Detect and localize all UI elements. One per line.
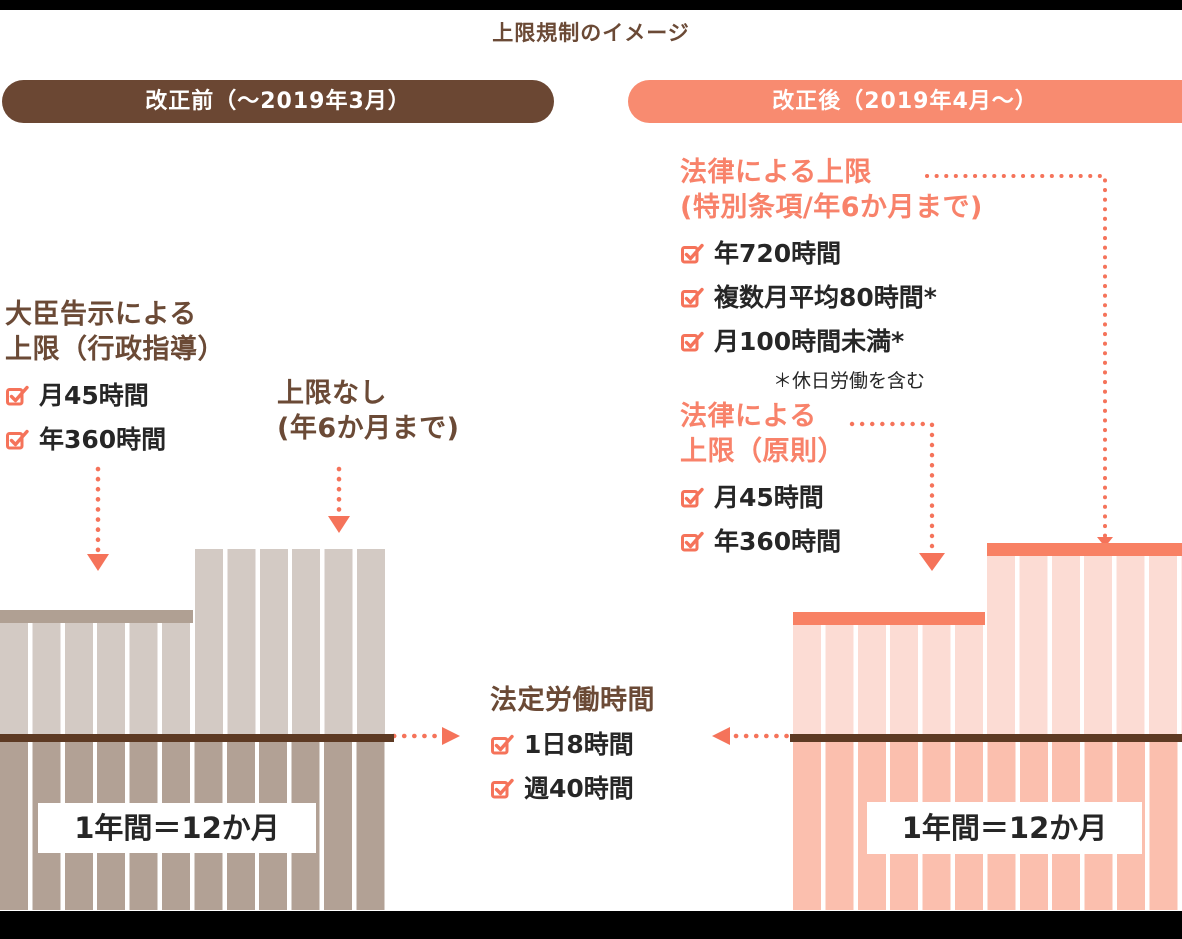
after-pill: 改正後（2019年4月～） bbox=[628, 80, 1182, 123]
after-special-cap bbox=[987, 543, 1182, 556]
checkbox-icon bbox=[5, 382, 30, 407]
minister-limit-heading-line2: 上限（行政指導） bbox=[5, 334, 225, 365]
check-item-month45-after: 月45時間 bbox=[680, 478, 845, 514]
check-item-label: 週40時間 bbox=[524, 774, 634, 803]
checkbox-icon bbox=[680, 328, 705, 353]
minister-limit-heading-line1: 大臣告示による bbox=[5, 299, 197, 330]
check-item-day8: 1日8時間 bbox=[490, 725, 655, 761]
top-border bbox=[0, 0, 1182, 10]
after-months-second-half-above bbox=[987, 556, 1182, 734]
special-limit-heading-line2: (特別条項/年6か月まで) bbox=[680, 192, 983, 223]
before-months-second-half-above bbox=[195, 549, 389, 734]
after-statutory-line bbox=[790, 734, 1182, 742]
special-limit-list: 年720時間 複数月平均80時間* 月100時間未満* bbox=[680, 234, 983, 358]
after-year-label: 1年間＝12か月 bbox=[867, 802, 1142, 854]
before-months-first-half-above bbox=[0, 623, 193, 734]
no-limit-block: 上限なし (年6か月まで) bbox=[277, 376, 459, 446]
minister-limit-block: 大臣告示による 上限（行政指導） 月45時間 年360時間 bbox=[5, 297, 225, 464]
check-item-year360: 年360時間 bbox=[5, 420, 225, 456]
principle-limit-heading-line2: 上限（原則） bbox=[680, 436, 845, 467]
dotted-arrow-no-limit bbox=[328, 466, 350, 533]
check-item-avg80: 複数月平均80時間* bbox=[680, 278, 983, 314]
principle-limit-block: 法律による 上限（原則） 月45時間 年360時間 bbox=[680, 399, 845, 566]
page-title: 上限規制のイメージ bbox=[492, 21, 690, 45]
check-item-label: 年360時間 bbox=[714, 527, 842, 556]
statutory-hours-list: 1日8時間 週40時間 bbox=[490, 725, 655, 805]
checkbox-icon bbox=[5, 426, 30, 451]
principle-limit-list: 月45時間 年360時間 bbox=[680, 478, 845, 558]
check-item-label: 月45時間 bbox=[714, 483, 824, 512]
check-item-label: 月45時間 bbox=[39, 381, 149, 410]
no-limit-heading-line1: 上限なし bbox=[277, 378, 387, 409]
dotted-arrow-minister-limit bbox=[87, 466, 109, 571]
check-item-year360-after: 年360時間 bbox=[680, 522, 845, 558]
dotted-connector-special-limit bbox=[925, 174, 1113, 547]
checkbox-icon bbox=[680, 284, 705, 309]
check-item-label: 年720時間 bbox=[714, 239, 842, 268]
after-months-first-half-above bbox=[793, 625, 985, 734]
holiday-work-note: ＊休日労働を含む bbox=[773, 370, 926, 392]
before-year-label: 1年間＝12か月 bbox=[38, 803, 316, 853]
checkbox-icon bbox=[680, 528, 705, 553]
check-item-label: 1日8時間 bbox=[524, 730, 634, 759]
check-item-label: 複数月平均80時間* bbox=[714, 283, 937, 312]
principle-limit-heading-line1: 法律による bbox=[680, 401, 817, 432]
special-limit-heading-line1: 法律による上限 bbox=[680, 157, 872, 188]
no-limit-heading-line2: (年6か月まで) bbox=[277, 413, 460, 444]
check-item-label: 年360時間 bbox=[39, 425, 167, 454]
checkbox-icon bbox=[490, 775, 515, 800]
check-item-year720: 年720時間 bbox=[680, 234, 983, 270]
special-limit-block: 法律による上限 (特別条項/年6か月まで) 年720時間 複数月平均80時間* … bbox=[680, 155, 983, 393]
dotted-connector-principle-limit bbox=[849, 421, 945, 571]
check-item-label: 月100時間未満* bbox=[714, 327, 905, 356]
bottom-border bbox=[0, 911, 1182, 939]
checkbox-icon bbox=[680, 240, 705, 265]
minister-limit-list: 月45時間 年360時間 bbox=[5, 376, 225, 456]
check-item-under100: 月100時間未満* bbox=[680, 322, 983, 358]
before-pill: 改正前（～2019年3月） bbox=[2, 80, 554, 123]
statutory-hours-heading: 法定労働時間 bbox=[490, 685, 655, 716]
check-item-month45: 月45時間 bbox=[5, 376, 225, 412]
dotted-arrow-statutory-right bbox=[712, 727, 795, 745]
check-item-week40: 週40時間 bbox=[490, 769, 655, 805]
statutory-hours-block: 法定労働時間 1日8時間 週40時間 bbox=[490, 683, 655, 813]
before-statutory-line bbox=[0, 734, 394, 742]
before-minister-cap bbox=[0, 610, 193, 623]
after-principle-cap bbox=[793, 612, 985, 625]
checkbox-icon bbox=[490, 731, 515, 756]
checkbox-icon bbox=[680, 484, 705, 509]
